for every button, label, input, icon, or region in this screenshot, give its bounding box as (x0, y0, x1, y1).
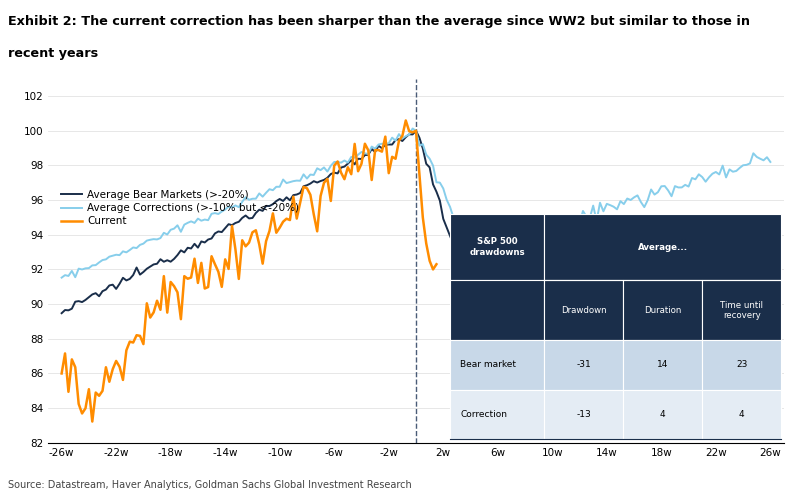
Text: recent years: recent years (8, 47, 98, 60)
Text: Source: Datastream, Haver Analytics, Goldman Sachs Global Investment Research: Source: Datastream, Haver Analytics, Gol… (8, 480, 412, 490)
Legend: Average Bear Markets (>-20%), Average Corrections (>-10% but <-20%), Current: Average Bear Markets (>-20%), Average Co… (57, 186, 303, 230)
Text: Exhibit 2: The current correction has been sharper than the average since WW2 bu: Exhibit 2: The current correction has be… (8, 15, 750, 28)
